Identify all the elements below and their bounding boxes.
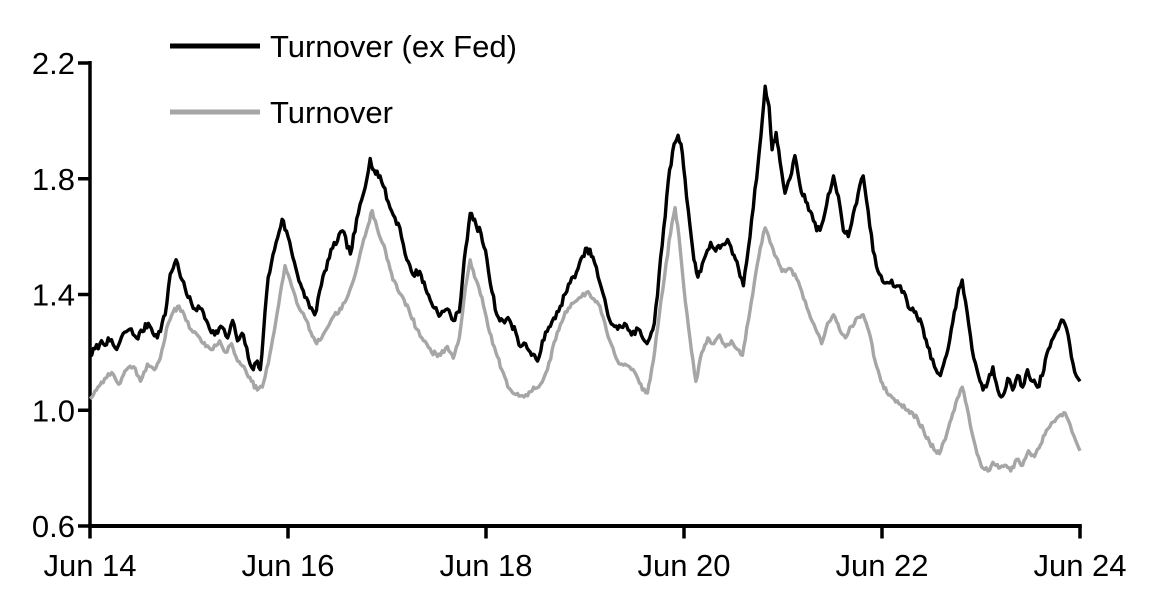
x-tick-label: Jun 18 <box>439 548 532 583</box>
series-lines <box>88 84 1082 473</box>
legend-label-turnover: Turnover <box>270 95 393 130</box>
legend-label-turnover-ex-fed: Turnover (ex Fed) <box>270 29 517 64</box>
x-tick-label: Jun 20 <box>637 548 730 583</box>
x-tick-label: Jun 22 <box>835 548 928 583</box>
x-axis-ticks: Jun 14 Jun 16 Jun 18 Jun 20 Jun 22 Jun 24 <box>43 526 1127 583</box>
x-tick-label: Jun 16 <box>241 548 334 583</box>
y-tick-label: 2.2 <box>32 46 75 81</box>
y-tick-label: 0.6 <box>32 509 75 544</box>
y-tick-label: 1.8 <box>32 162 75 197</box>
x-tick-label: Jun 24 <box>1033 548 1126 583</box>
y-axis: 0.6 1.0 1.4 1.8 2.2 <box>32 46 92 544</box>
x-axis: Jun 14 Jun 16 Jun 18 Jun 20 Jun 22 Jun 24 <box>43 524 1127 583</box>
series-line-turnover-ex-fed <box>89 84 1082 399</box>
y-tick-label: 1.4 <box>32 278 75 313</box>
x-tick-label: Jun 14 <box>43 548 136 583</box>
y-tick-label: 1.0 <box>32 393 75 428</box>
series-line-turnover <box>88 206 1082 473</box>
y-axis-ticks: 0.6 1.0 1.4 1.8 2.2 <box>32 46 90 544</box>
legend: Turnover (ex Fed) Turnover <box>170 29 517 130</box>
